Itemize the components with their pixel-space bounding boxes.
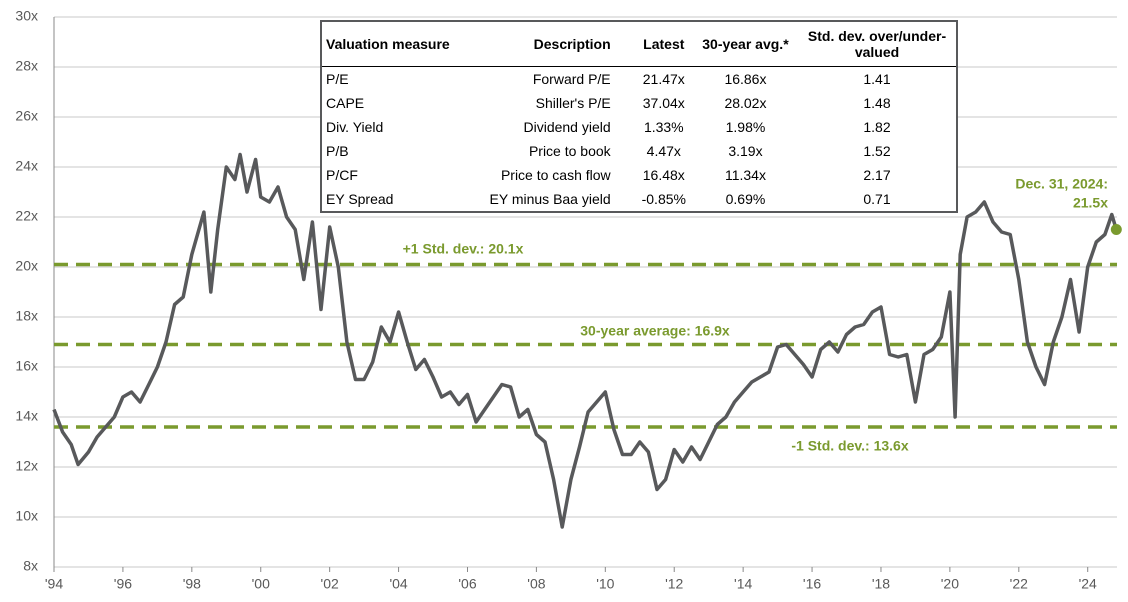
table-cell: Price to book — [528, 143, 611, 159]
column-header: Latest — [634, 21, 693, 67]
column-header: Valuation measure — [321, 21, 469, 67]
table-cell: 1.41 — [863, 71, 891, 87]
table-cell: 1.33% — [643, 119, 684, 135]
table-cell: P/B — [326, 143, 349, 159]
y-tick-label: 10x — [15, 508, 38, 524]
x-tick-label: '08 — [527, 576, 545, 592]
annotation: Dec. 31, 2024: — [1015, 176, 1108, 192]
x-tick-label: '16 — [803, 576, 821, 592]
table-cell: Forward P/E — [532, 71, 611, 87]
table-cell: Price to cash flow — [500, 167, 611, 183]
table-cell: Div. Yield — [326, 119, 384, 135]
y-tick-label: 28x — [15, 58, 38, 74]
x-tick-label: '02 — [321, 576, 339, 592]
column-header: 30-year avg.* — [692, 21, 798, 67]
table-cell: 3.19x — [728, 143, 763, 159]
table-cell: EY minus Baa yield — [489, 191, 611, 207]
table-cell: P/CF — [326, 167, 358, 183]
table-cell: CAPE — [326, 95, 365, 111]
table-cell: 37.04x — [642, 95, 685, 111]
table-cell: 1.98% — [725, 119, 766, 135]
y-tick-label: 12x — [15, 458, 38, 474]
table-cell: 4.47x — [646, 143, 681, 159]
table-cell: 21.47x — [642, 71, 685, 87]
pe-line — [52, 152, 1118, 529]
table-header: Valuation measure Description Latest 30-yea… — [321, 21, 957, 67]
x-tick-label: '96 — [114, 576, 132, 592]
table-row: P/CF Price to cash flow 16.48x 11.34x 2.17 — [321, 163, 957, 187]
x-tick-label: '22 — [1010, 576, 1028, 592]
x-tick-label: '94 — [45, 576, 63, 592]
x-tick-label: '14 — [734, 576, 752, 592]
x-tick-label: '20 — [941, 576, 959, 592]
x-tick-label: '98 — [183, 576, 201, 592]
table-cell: 28.02x — [724, 95, 767, 111]
y-tick-label: 26x — [15, 108, 38, 124]
y-tick-label: 20x — [15, 258, 38, 274]
table-row: Div. Yield Dividend yield 1.33% 1.98% 1.82 — [321, 115, 957, 139]
y-tick-label: 18x — [15, 308, 38, 324]
table-cell: -0.85% — [641, 191, 686, 207]
valuation-table: Valuation measure Description Latest 30-yea… — [320, 20, 958, 213]
column-header: Description — [468, 21, 635, 67]
reference-label: -1 Std. dev.: 13.6x — [791, 438, 908, 454]
table-cell: Dividend yield — [523, 119, 611, 135]
x-tick-label: '04 — [389, 576, 407, 592]
x-tick-label: '18 — [872, 576, 890, 592]
table-cell: P/E — [326, 71, 349, 87]
table-cell: 16.48x — [642, 167, 685, 183]
y-tick-label: 24x — [15, 158, 38, 174]
y-tick-label: 30x — [15, 8, 38, 24]
table-cell: 16.86x — [724, 71, 767, 87]
annotation: 21.5x — [1073, 195, 1108, 211]
x-tick-label: '24 — [1079, 576, 1097, 592]
latest-point — [1110, 224, 1122, 235]
x-tick-label: '12 — [665, 576, 683, 592]
y-tick-label: 14x — [15, 408, 38, 424]
table-row: EY Spread EY minus Baa yield -0.85% 0.69% 0.… — [321, 187, 957, 212]
table-cell: 1.82 — [863, 119, 891, 135]
reference-label: +1 Std. dev.: 20.1x — [403, 241, 524, 257]
column-header: Std. dev. over/under-valued — [798, 21, 957, 67]
table-row: CAPE Shiller's P/E 37.04x 28.02x 1.48 — [321, 91, 957, 115]
table-row: P/B Price to book 4.47x 3.19x 1.52 — [321, 139, 957, 163]
y-tick-label: 16x — [15, 358, 38, 374]
table-cell: EY Spread — [326, 191, 394, 207]
x-tick-label: '00 — [252, 576, 270, 592]
table-cell: 2.17 — [863, 167, 891, 183]
table-cell: 0.71 — [863, 191, 891, 207]
reference-label: 30-year average: 16.9x — [580, 323, 730, 339]
table-cell: Shiller's P/E — [535, 95, 611, 111]
y-tick-label: 22x — [15, 208, 38, 224]
x-tick-label: '06 — [458, 576, 476, 592]
table-row: P/E Forward P/E 21.47x 16.86x 1.41 — [321, 67, 957, 92]
table-cell: 1.48 — [863, 95, 891, 111]
x-tick-label: '10 — [596, 576, 614, 592]
y-tick-label: 8x — [23, 558, 38, 574]
table-cell: 0.69% — [725, 191, 766, 207]
table-cell: 11.34x — [724, 167, 766, 183]
table-cell: 1.52 — [863, 143, 891, 159]
